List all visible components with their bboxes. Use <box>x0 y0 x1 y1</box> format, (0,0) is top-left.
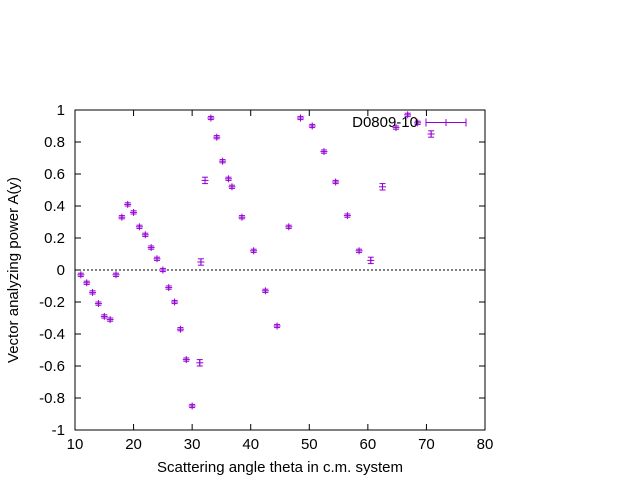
data-point <box>135 223 143 231</box>
data-point <box>343 212 351 220</box>
x-tick-label: 50 <box>301 436 318 453</box>
data-point <box>124 200 132 208</box>
data-point <box>228 183 236 191</box>
x-tick-label: 40 <box>242 436 259 453</box>
data-point <box>100 312 108 320</box>
x-axis-title: Scattering angle theta in c.m. system <box>157 459 403 476</box>
y-tick-label: 0 <box>57 262 65 279</box>
x-tick-label: 30 <box>184 436 201 453</box>
data-point <box>153 255 161 263</box>
y-tick-label: 0.4 <box>44 198 65 215</box>
data-point <box>112 271 120 279</box>
data-point <box>201 176 209 185</box>
data-point <box>171 298 179 306</box>
data-point <box>320 148 328 156</box>
data-point <box>89 288 97 296</box>
data-point <box>261 287 269 295</box>
data-point <box>297 114 304 122</box>
data-point <box>392 124 400 132</box>
data-point <box>285 223 293 231</box>
data-point <box>83 279 91 287</box>
y-tick-label: 1 <box>57 102 65 119</box>
data-point <box>414 119 422 127</box>
data-point <box>355 247 363 255</box>
y-tick-label: -0.4 <box>39 326 65 343</box>
y-tick-label: 0.8 <box>44 134 65 151</box>
data-point <box>427 130 435 138</box>
data-point <box>141 231 149 239</box>
x-tick-label: 60 <box>360 436 377 453</box>
data-point <box>332 178 340 186</box>
legend-marker <box>425 118 467 127</box>
data-point <box>219 157 227 165</box>
data-point <box>188 402 196 410</box>
data-point <box>197 258 205 266</box>
data-point <box>238 213 246 221</box>
data-point <box>367 256 375 265</box>
data-point <box>379 183 386 191</box>
data-point <box>404 111 412 119</box>
legend: D0809-10 <box>352 114 467 131</box>
legend-label: D0809-10 <box>352 114 418 131</box>
plot-frame <box>74 109 486 431</box>
y-tick-label: 0.2 <box>44 230 65 247</box>
data-point <box>176 325 184 333</box>
data-point <box>159 266 167 274</box>
data-point <box>182 356 190 364</box>
x-tick-label: 10 <box>67 436 84 453</box>
data-point <box>196 359 204 367</box>
data-point <box>207 114 215 122</box>
data-point <box>118 213 126 221</box>
x-tick-label: 80 <box>477 436 494 453</box>
y-tick-label: -0.8 <box>39 390 65 407</box>
data-point <box>106 316 114 324</box>
data-point <box>308 122 316 130</box>
data-point <box>273 322 281 330</box>
y-tick-label: 0.6 <box>44 166 65 183</box>
data-point <box>213 133 221 141</box>
data-point <box>147 244 155 252</box>
data-point <box>94 300 102 308</box>
data-point <box>77 271 85 279</box>
data-point <box>250 247 258 255</box>
data-point <box>224 175 232 183</box>
data-point <box>165 284 173 292</box>
x-tick-label: 70 <box>418 436 435 453</box>
y-tick-label: -0.6 <box>39 358 65 375</box>
y-tick-label: -0.2 <box>39 294 65 311</box>
x-tick-label: 20 <box>125 436 142 453</box>
data-point <box>130 208 138 216</box>
y-axis-title: Vector analyzing power A(y) <box>5 177 22 363</box>
y-tick-label: -1 <box>52 422 65 439</box>
